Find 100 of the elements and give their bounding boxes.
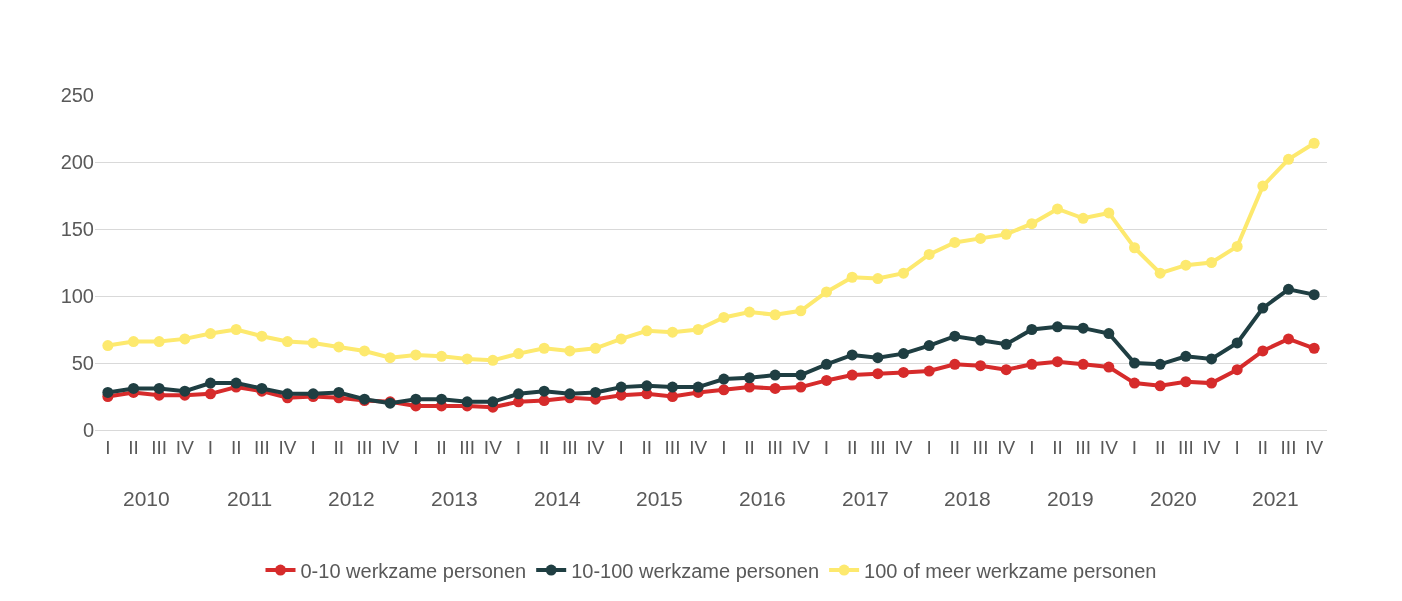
point: [795, 305, 807, 317]
legend-label: 100 of meer werkzame personen: [864, 559, 1157, 582]
x-tick-label: III: [1177, 436, 1194, 458]
x-tick-label: III: [1075, 436, 1092, 458]
point: [513, 388, 524, 400]
point: [769, 309, 781, 321]
x-tick-label: II: [641, 436, 653, 458]
x-tick-label: II: [1257, 436, 1269, 458]
point: [1129, 357, 1140, 369]
x-tick-label: I: [207, 436, 214, 458]
point: [1154, 267, 1166, 279]
point: [153, 336, 165, 348]
x-tick-label: IV: [894, 436, 913, 458]
point: [1180, 350, 1192, 362]
point: [615, 381, 627, 393]
text: 2018: [944, 487, 991, 510]
point: [153, 382, 165, 394]
point: [769, 369, 781, 381]
point: [949, 236, 961, 248]
x-tick-label: IV: [278, 436, 297, 458]
text: 2020: [1150, 487, 1197, 510]
point: [795, 369, 807, 381]
point: [1000, 228, 1012, 240]
point: [538, 395, 550, 407]
x-tick-label: I: [721, 436, 727, 458]
point: [846, 369, 858, 381]
point: [1129, 242, 1140, 254]
point: [641, 380, 653, 392]
point: [1257, 302, 1269, 314]
point: [923, 365, 935, 377]
x-tick-label: III: [767, 436, 784, 458]
point: [1000, 364, 1012, 376]
text: 2011: [227, 487, 273, 510]
point: [872, 273, 884, 285]
point: [102, 340, 114, 352]
point: [230, 324, 242, 335]
point: [1308, 137, 1320, 149]
x-tick-label: III: [561, 436, 578, 458]
point: [487, 354, 499, 366]
x-tick-label: I: [1131, 436, 1138, 458]
point: [1206, 353, 1217, 365]
point: [436, 393, 447, 405]
x-tick-label: IV: [381, 436, 400, 458]
point: [667, 381, 678, 393]
point: [692, 381, 704, 393]
x-tick-label: II: [846, 436, 858, 458]
point: [975, 232, 986, 244]
point: [1283, 283, 1294, 295]
legend-label: 0-10 werkzame personen: [300, 559, 527, 582]
point: [846, 271, 858, 283]
y-tick-label: 0: [82, 419, 94, 441]
x-tick-label: I: [1029, 436, 1035, 458]
x-tick-label: III: [151, 436, 168, 458]
point: [744, 372, 755, 384]
x-tick-label: I: [823, 436, 830, 458]
text: 2015: [636, 487, 683, 510]
x-tick-label: IV: [1305, 436, 1324, 458]
point: [1154, 380, 1166, 392]
point: [821, 374, 832, 386]
x-tick-label: I: [310, 436, 316, 458]
point: [513, 348, 524, 360]
x-tick-label: II: [230, 436, 242, 458]
point: [1000, 338, 1012, 350]
x-tick-label: I: [515, 436, 522, 458]
point: [667, 391, 678, 402]
point: [538, 342, 550, 354]
point: [538, 385, 550, 397]
x-tick-label: IV: [1099, 436, 1119, 458]
point: [1026, 324, 1038, 335]
point: [282, 336, 293, 348]
point: [744, 306, 755, 318]
point: [718, 311, 730, 323]
point: [872, 368, 884, 380]
point: [230, 377, 242, 389]
y-tick-label: 200: [60, 151, 94, 173]
x-tick-label: IV: [586, 436, 605, 458]
x-tick-label: II: [1154, 436, 1166, 458]
point: [1077, 322, 1089, 334]
point: [1283, 153, 1294, 165]
point: [1103, 328, 1115, 340]
point: [102, 386, 114, 398]
x-tick-label: I: [413, 436, 419, 458]
point: [590, 386, 601, 398]
point: [564, 345, 576, 357]
point: [205, 377, 216, 389]
point: [1129, 377, 1140, 389]
point: [461, 396, 473, 408]
y-tick-label: 250: [60, 84, 94, 106]
x-tick-label: IV: [175, 436, 195, 458]
point: [615, 333, 627, 345]
x-tick-label: II: [128, 436, 139, 458]
point: [949, 358, 961, 370]
x-tick-label: I: [618, 436, 624, 458]
point: [1231, 240, 1243, 252]
point: [975, 360, 986, 372]
point: [333, 341, 345, 353]
point: [487, 396, 499, 408]
point: [1052, 321, 1063, 333]
text: 2016: [739, 487, 786, 510]
x-tick-label: II: [333, 436, 345, 458]
